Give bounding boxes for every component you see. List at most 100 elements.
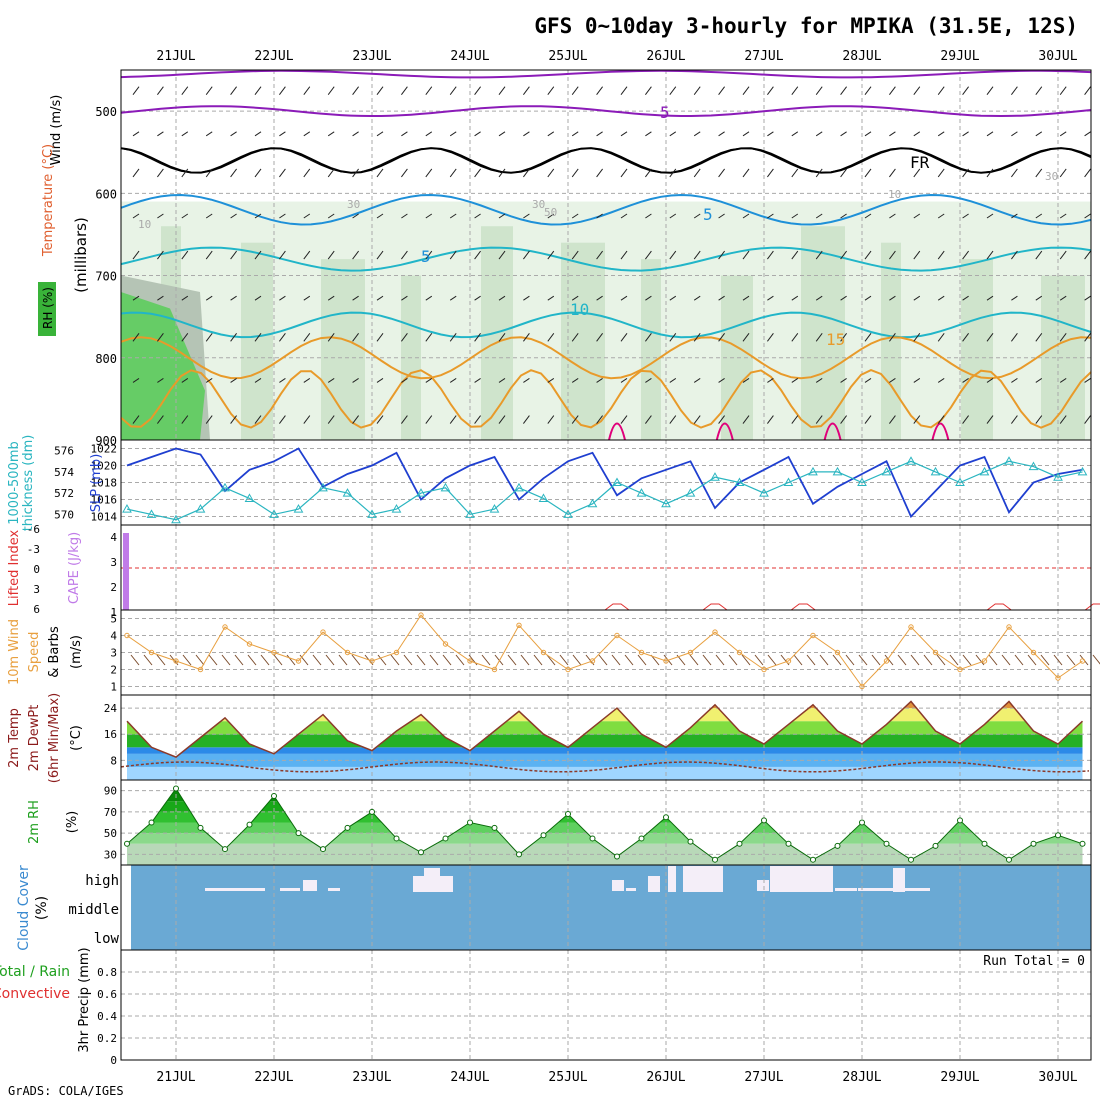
wind-barb (840, 131, 847, 137)
wind-barb (962, 131, 969, 137)
wind-barb (401, 295, 408, 301)
wind-barb (986, 250, 994, 260)
wind-barb (913, 213, 921, 219)
thickness-point (906, 456, 916, 465)
wind10-barb (1027, 654, 1037, 666)
wind-barb (449, 168, 457, 178)
wind-barb (425, 168, 433, 178)
pressure-tick: 700 (95, 270, 117, 284)
wind10-barb (910, 654, 920, 666)
thickness-point (1028, 461, 1039, 471)
wind10-point (197, 666, 204, 673)
wind-barb (132, 168, 140, 178)
temp-contour-magenta (823, 422, 842, 441)
wind-barb (400, 250, 408, 260)
wind-barb (230, 86, 238, 95)
thickness-tick: 572 (54, 487, 74, 500)
cape-tick: 3 (110, 556, 117, 569)
wind-barb (425, 378, 433, 383)
wind-barb (376, 333, 384, 342)
wind-barb (181, 250, 189, 260)
wind-barb (571, 168, 579, 178)
wind-barb (352, 86, 360, 95)
rh-point (1030, 840, 1037, 847)
wind-barb (645, 168, 652, 178)
temp-contour-orange (120, 369, 1092, 429)
wind-barb (230, 213, 237, 219)
wind-barb (913, 295, 921, 301)
wind-barb (693, 168, 701, 178)
wind-barb (254, 86, 262, 95)
wind10-point (393, 649, 400, 656)
axis-label-lifted-index: Lifted Index (7, 529, 22, 606)
rh-point (540, 832, 547, 839)
thickness-point (661, 498, 671, 508)
wind-barb (767, 415, 774, 424)
wind-barb (523, 86, 530, 95)
wind10-point (785, 658, 792, 664)
wind-barb (596, 250, 603, 260)
wind10-point (1030, 649, 1037, 656)
contour-label: 10 (570, 300, 589, 319)
wind-barb (693, 213, 701, 219)
wind-barb (498, 213, 506, 219)
wind10-barb (455, 654, 465, 666)
wind-barb (767, 86, 774, 95)
wind-barb (352, 333, 360, 342)
dewpoint-line (120, 761, 1090, 773)
rh-point (810, 856, 816, 863)
axis-label-wind: Wind (m/s) (49, 95, 64, 166)
axis-label-cloud-cover: Cloud Cover (16, 865, 32, 951)
wind10-barb (494, 654, 504, 666)
slp-tick: 1014 (91, 511, 118, 524)
wind-barb (425, 415, 433, 424)
date-label-top: 29JUL (940, 49, 979, 64)
wind10-barb (377, 654, 387, 666)
wind-barb (498, 86, 506, 95)
rh-point (148, 819, 155, 826)
rh-point (1079, 840, 1086, 847)
thickness-point (710, 472, 720, 481)
wind-barb (791, 415, 799, 424)
wind-barb (962, 250, 969, 260)
wind-barb (815, 333, 823, 342)
wind-barb (547, 86, 555, 95)
wind-barb (279, 295, 286, 301)
wind-barb (645, 250, 652, 260)
wind-barb (937, 378, 945, 383)
pressure-tick: 600 (95, 187, 117, 201)
wind10-point (810, 632, 816, 639)
date-label-bottom: 22JUL (254, 1070, 293, 1085)
wind10-barb (416, 654, 426, 666)
rh-point (1055, 832, 1061, 839)
thickness-point (318, 482, 328, 492)
axis-label-wind-units: (m/s) (69, 635, 84, 669)
wind10-point (957, 666, 963, 673)
wind-barb (742, 415, 750, 424)
wind-barb (571, 86, 579, 95)
wind-barb (815, 213, 823, 219)
wind-barb (474, 250, 482, 260)
wind-barb (1059, 86, 1067, 95)
wind-barb (669, 250, 677, 260)
precip-tick: 0.4 (97, 1010, 117, 1023)
rh-tick: 30 (104, 848, 117, 861)
wind-barb (937, 86, 945, 95)
wind10-barb (741, 654, 751, 666)
wind-barb (620, 168, 628, 178)
wind-barb (376, 131, 384, 137)
wind-barb (205, 378, 213, 383)
wind10-point (148, 649, 155, 656)
wind-barb (864, 168, 872, 178)
wind-barb (498, 415, 506, 424)
wind10-point (981, 658, 988, 664)
axis-label-millibars: (millibars) (72, 217, 90, 293)
wind10-point (173, 658, 179, 664)
wind-barb (1011, 168, 1018, 178)
wind-barb (937, 415, 945, 424)
rh-point (908, 856, 914, 863)
temp-tick: 24 (104, 702, 118, 715)
wind10-barb (442, 654, 452, 666)
date-label-top: 26JUL (646, 49, 685, 64)
axis-label-2m-dewpt: 2m DewPt (27, 705, 42, 772)
